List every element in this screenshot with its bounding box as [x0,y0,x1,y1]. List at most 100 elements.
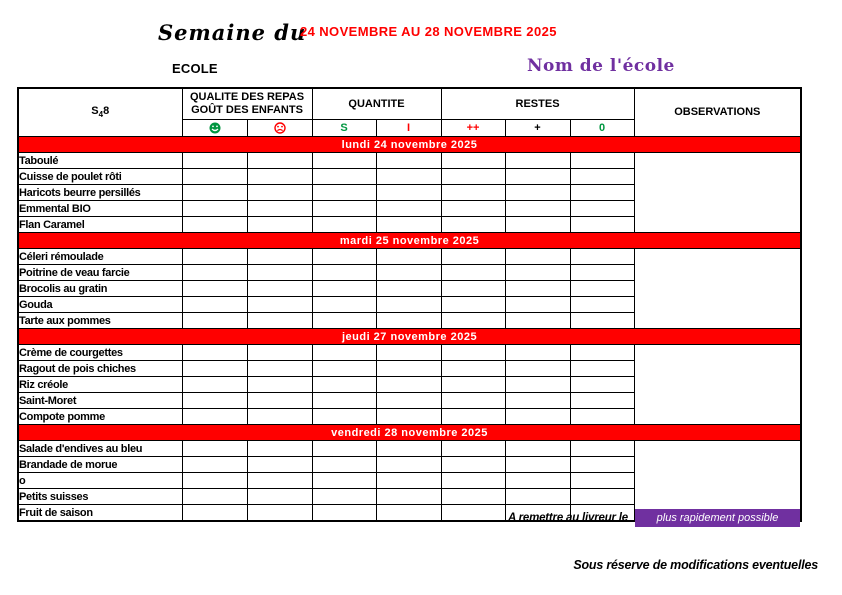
check-cell[interactable] [375,488,442,505]
check-cell[interactable] [375,296,442,313]
check-cell[interactable] [375,456,442,473]
school-name-field[interactable]: Nom de l'école [527,56,675,76]
check-cell[interactable] [181,344,248,361]
check-cell[interactable] [311,344,377,361]
check-cell[interactable] [440,456,506,473]
check-cell[interactable] [246,440,313,457]
check-cell[interactable] [504,376,571,393]
check-cell[interactable] [311,264,377,281]
check-cell[interactable] [569,312,635,329]
check-cell[interactable] [569,280,635,297]
check-cell[interactable] [504,248,571,265]
check-cell[interactable] [504,168,571,185]
check-cell[interactable] [375,344,442,361]
check-cell[interactable] [375,152,442,169]
check-cell[interactable] [375,264,442,281]
check-cell[interactable] [375,248,442,265]
check-cell[interactable] [311,184,377,201]
check-cell[interactable] [246,392,313,409]
check-cell[interactable] [440,216,506,233]
observations-cell[interactable] [633,248,802,329]
check-cell[interactable] [440,360,506,377]
check-cell[interactable] [569,376,635,393]
check-cell[interactable] [569,344,635,361]
check-cell[interactable] [246,168,313,185]
check-cell[interactable] [440,280,506,297]
check-cell[interactable] [311,376,377,393]
check-cell[interactable] [246,200,313,217]
check-cell[interactable] [440,296,506,313]
check-cell[interactable] [246,360,313,377]
check-cell[interactable] [375,168,442,185]
check-cell[interactable] [181,408,248,425]
check-cell[interactable] [440,152,506,169]
check-cell[interactable] [246,184,313,201]
check-cell[interactable] [440,168,506,185]
check-cell[interactable] [311,280,377,297]
check-cell[interactable] [311,200,377,217]
check-cell[interactable] [504,488,571,505]
check-cell[interactable] [181,376,248,393]
check-cell[interactable] [311,456,377,473]
check-cell[interactable] [569,248,635,265]
check-cell[interactable] [181,440,248,457]
check-cell[interactable] [375,312,442,329]
check-cell[interactable] [311,440,377,457]
check-cell[interactable] [311,408,377,425]
check-cell[interactable] [246,312,313,329]
check-cell[interactable] [246,376,313,393]
check-cell[interactable] [311,488,377,505]
check-cell[interactable] [440,392,506,409]
check-cell[interactable] [311,392,377,409]
check-cell[interactable] [440,184,506,201]
check-cell[interactable] [504,264,571,281]
check-cell[interactable] [504,312,571,329]
check-cell[interactable] [181,296,248,313]
check-cell[interactable] [569,184,635,201]
check-cell[interactable] [375,376,442,393]
check-cell[interactable] [440,200,506,217]
check-cell[interactable] [569,488,635,505]
check-cell[interactable] [311,472,377,489]
check-cell[interactable] [504,344,571,361]
check-cell[interactable] [311,216,377,233]
check-cell[interactable] [246,488,313,505]
check-cell[interactable] [440,312,506,329]
check-cell[interactable] [246,248,313,265]
check-cell[interactable] [569,264,635,281]
check-cell[interactable] [375,504,442,522]
check-cell[interactable] [246,456,313,473]
check-cell[interactable] [504,152,571,169]
check-cell[interactable] [311,296,377,313]
check-cell[interactable] [311,152,377,169]
check-cell[interactable] [569,360,635,377]
check-cell[interactable] [569,296,635,313]
check-cell[interactable] [181,280,248,297]
observations-cell[interactable] [633,344,802,425]
check-cell[interactable] [569,456,635,473]
check-cell[interactable] [569,408,635,425]
check-cell[interactable] [181,168,248,185]
check-cell[interactable] [375,200,442,217]
check-cell[interactable] [504,456,571,473]
check-cell[interactable] [246,472,313,489]
check-cell[interactable] [375,392,442,409]
check-cell[interactable] [311,360,377,377]
check-cell[interactable] [246,216,313,233]
check-cell[interactable] [375,184,442,201]
check-cell[interactable] [181,312,248,329]
check-cell[interactable] [504,280,571,297]
observations-cell[interactable] [633,152,802,233]
check-cell[interactable] [569,392,635,409]
check-cell[interactable] [569,440,635,457]
check-cell[interactable] [569,472,635,489]
check-cell[interactable] [311,312,377,329]
check-cell[interactable] [246,296,313,313]
check-cell[interactable] [181,264,248,281]
check-cell[interactable] [181,216,248,233]
check-cell[interactable] [440,408,506,425]
check-cell[interactable] [375,408,442,425]
check-cell[interactable] [181,248,248,265]
check-cell[interactable] [246,344,313,361]
check-cell[interactable] [504,440,571,457]
